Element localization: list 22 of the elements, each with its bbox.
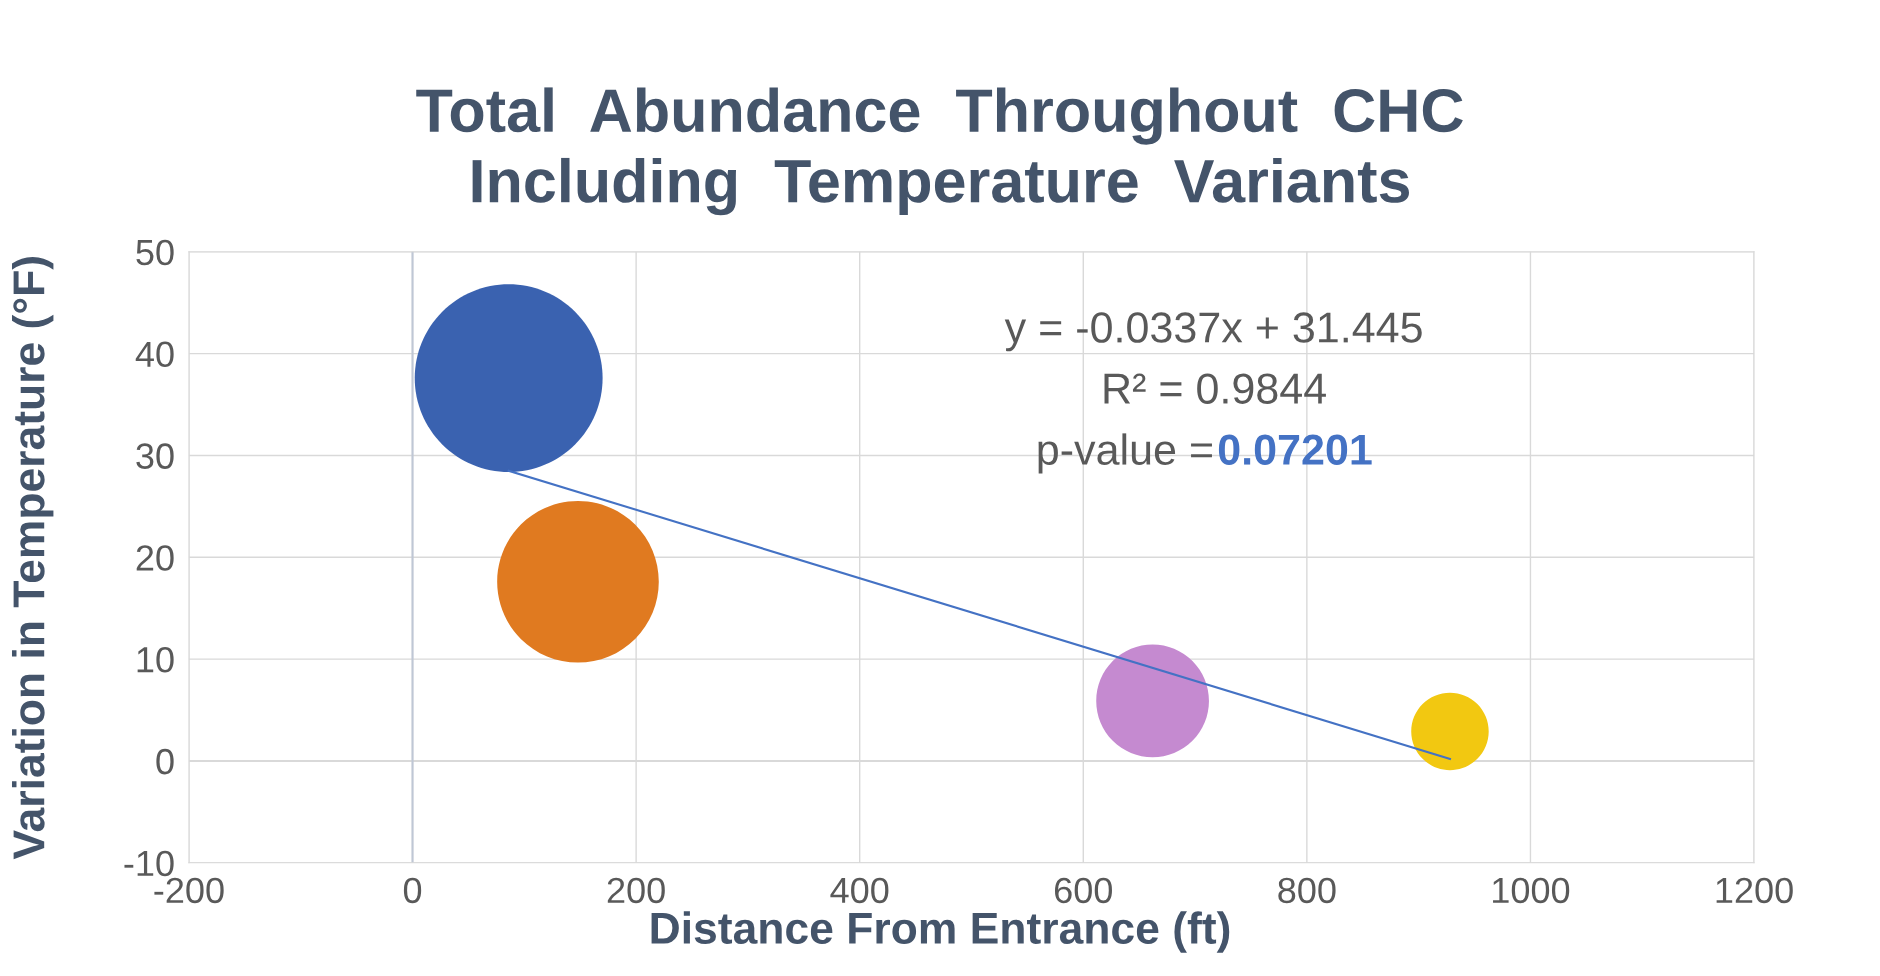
x-tick-label: 800 [1278,877,1336,904]
annotation: y = -0.0337x + 31.445 [1004,312,1422,352]
y-tick-label: 30 [136,443,174,469]
x-tick-label: 1200 [1716,877,1793,904]
x-tick-label: 200 [607,877,665,904]
y-tick-label: 40 [135,341,174,368]
chart-title: Total Abundance Throughout CHC Including Temperature Variants [416,87,1463,216]
y-tick-label: -10 [124,850,174,877]
y-tick-label: 10 [137,646,174,673]
annotation: p-value = [1038,433,1212,474]
y-tick-label: 50 [136,239,174,266]
y-tick-label: 0 [156,748,174,775]
x-tick-label: 400 [830,877,889,904]
annotation: 0.07201 [1218,434,1372,465]
y-tick-label: 20 [136,545,174,571]
x-tick-label: 0 [403,877,422,904]
x-tick-label: 600 [1054,877,1112,904]
annotation: R² = 0.9844 [1104,373,1326,404]
x-tick-label: 1000 [1493,877,1570,904]
x-axis-title: Distance From Entrance (ft) [651,911,1230,953]
y-axis-title: Variation in Temperature (°F) [11,257,54,860]
x-tick-label: -200 [154,877,224,904]
